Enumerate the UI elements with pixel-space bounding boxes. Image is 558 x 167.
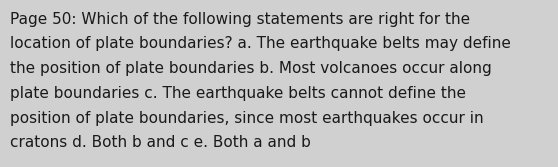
- Text: Page 50: Which of the following statements are right for the: Page 50: Which of the following statemen…: [10, 12, 470, 27]
- Text: cratons d. Both b and c e. Both a and b: cratons d. Both b and c e. Both a and b: [10, 135, 311, 150]
- Text: location of plate boundaries? a. The earthquake belts may define: location of plate boundaries? a. The ear…: [10, 36, 511, 51]
- Text: plate boundaries c. The earthquake belts cannot define the: plate boundaries c. The earthquake belts…: [10, 86, 466, 101]
- Text: the position of plate boundaries b. Most volcanoes occur along: the position of plate boundaries b. Most…: [10, 61, 492, 76]
- Text: position of plate boundaries, since most earthquakes occur in: position of plate boundaries, since most…: [10, 111, 484, 126]
